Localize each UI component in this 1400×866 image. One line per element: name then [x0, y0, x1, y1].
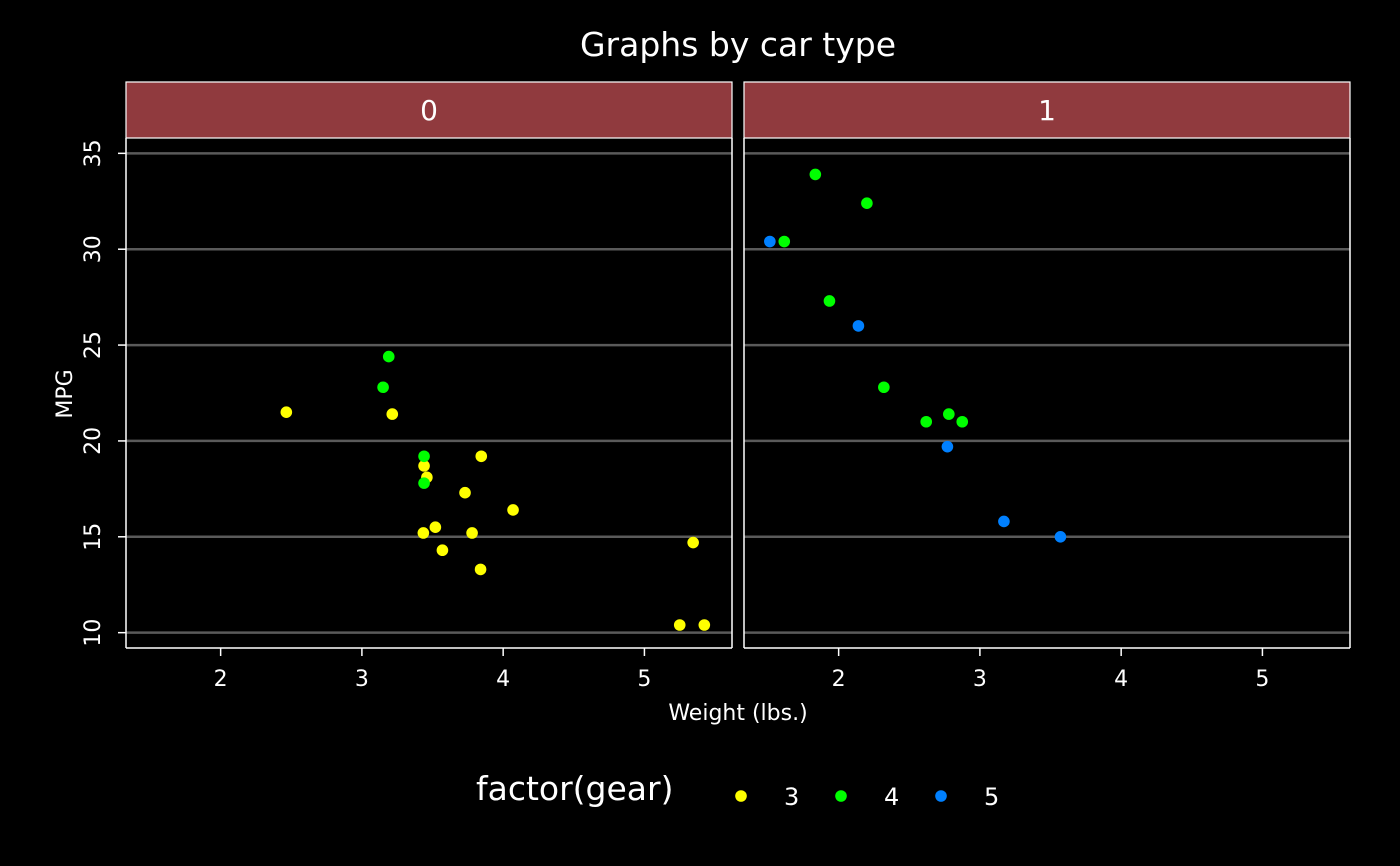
- x-tick-label: 2: [832, 667, 846, 692]
- data-point-gear-5: [764, 235, 776, 248]
- facet-strip-label: 1: [1038, 94, 1056, 127]
- y-tick-label: 30: [81, 235, 106, 263]
- facet-strip: [125, 81, 733, 139]
- x-axis-label: Weight (lbs.): [668, 701, 807, 726]
- data-point-gear-3: [673, 619, 686, 631]
- legend: factor(gear) 3 4 5: [476, 769, 999, 811]
- x-tick-label: 5: [1255, 667, 1269, 692]
- facet-panel-0: 0 2 3 4 5 10 15 20 25 30 35: [81, 81, 733, 692]
- data-point-gear-3: [474, 563, 487, 576]
- data-point-gear-5: [1054, 530, 1067, 543]
- data-point-gear-3: [280, 406, 293, 418]
- facet-strip-label: 0: [420, 94, 438, 127]
- y-tick-label: 15: [81, 523, 106, 551]
- y-axis-label: MPG: [53, 369, 78, 418]
- data-point-gear-3: [466, 527, 478, 539]
- x-tick-label: 4: [496, 667, 510, 692]
- facet-panel-1: 1 2 3 4 5: [743, 81, 1351, 692]
- data-point-gear-3: [698, 619, 711, 631]
- x-tick-label: 5: [637, 667, 651, 692]
- facet-panels: 0 2 3 4 5 10 15 20 25 30 35 1 2 3 4 5: [81, 81, 1351, 692]
- data-point-gear-4: [377, 381, 389, 394]
- data-point-gear-4: [878, 381, 890, 394]
- data-point-gear-3: [507, 504, 519, 516]
- y-tick-label: 20: [81, 427, 106, 455]
- data-point-gear-4: [382, 350, 395, 363]
- legend-key-5: [935, 790, 947, 802]
- chart-title: Graphs by car type: [580, 25, 896, 64]
- data-point-gear-3: [459, 486, 471, 499]
- data-point-gear-3: [418, 460, 430, 472]
- legend-label: 4: [884, 783, 899, 811]
- y-tick-label: 10: [81, 619, 106, 647]
- data-point-gear-4: [778, 235, 791, 248]
- x-tick-label: 3: [973, 667, 987, 692]
- data-point-gear-3: [475, 450, 488, 463]
- legend-label: 3: [784, 783, 799, 811]
- data-point-gear-4: [418, 450, 430, 463]
- legend-title: factor(gear): [476, 769, 673, 808]
- data-point-gear-3: [429, 521, 442, 534]
- facet-strip: [743, 81, 1351, 139]
- data-point-gear-3: [417, 527, 430, 539]
- x-tick-label: 3: [355, 667, 369, 692]
- x-tick-label: 2: [214, 667, 228, 692]
- data-point-gear-4: [418, 477, 430, 489]
- data-point-gear-5: [941, 440, 954, 453]
- data-point-gear-4: [809, 168, 822, 181]
- y-tick-label: 25: [81, 331, 106, 359]
- legend-key-3: [735, 790, 747, 802]
- data-point-gear-3: [386, 408, 399, 420]
- data-point-gear-4: [861, 197, 873, 209]
- data-point-gear-4: [823, 295, 836, 307]
- legend-label: 5: [984, 783, 999, 811]
- data-point-gear-5: [852, 320, 865, 332]
- data-point-gear-5: [998, 515, 1010, 528]
- data-point-gear-4: [920, 415, 933, 428]
- data-point-gear-3: [436, 544, 449, 557]
- data-point-gear-4: [956, 415, 969, 428]
- legend-key-4: [835, 790, 847, 802]
- x-tick-label: 4: [1114, 667, 1128, 692]
- data-point-gear-4: [943, 408, 955, 420]
- y-tick-label: 35: [81, 139, 106, 167]
- data-point-gear-3: [687, 536, 699, 549]
